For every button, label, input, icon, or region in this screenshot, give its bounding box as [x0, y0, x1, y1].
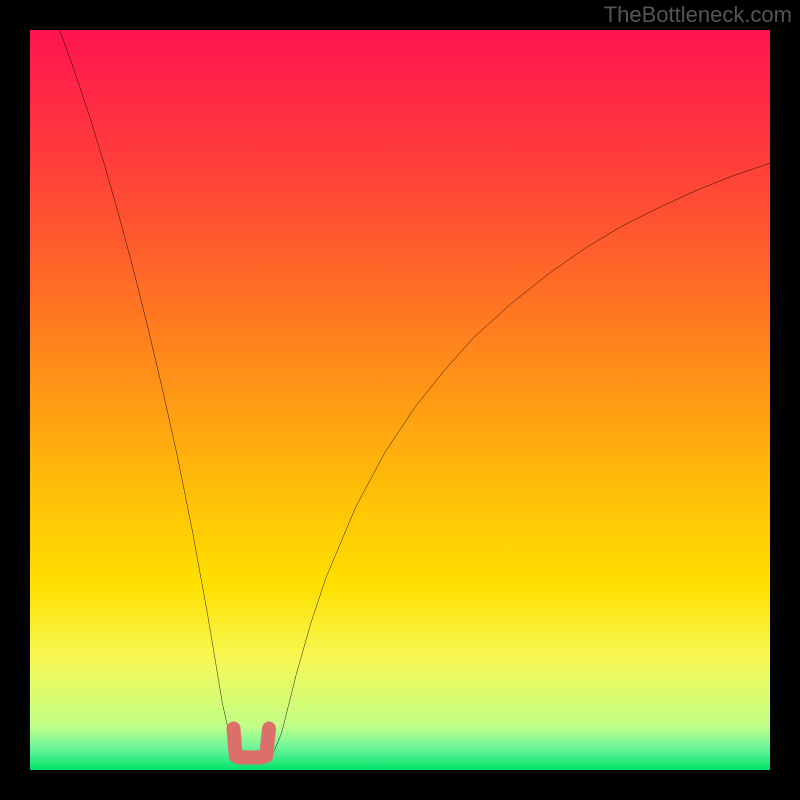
data-point-markers — [234, 729, 270, 758]
curve-svg — [30, 30, 770, 770]
watermark-text: TheBottleneck.com — [604, 2, 792, 28]
marker-segment — [266, 729, 269, 756]
bottleneck-curve — [60, 30, 770, 761]
plot-area — [30, 30, 770, 770]
